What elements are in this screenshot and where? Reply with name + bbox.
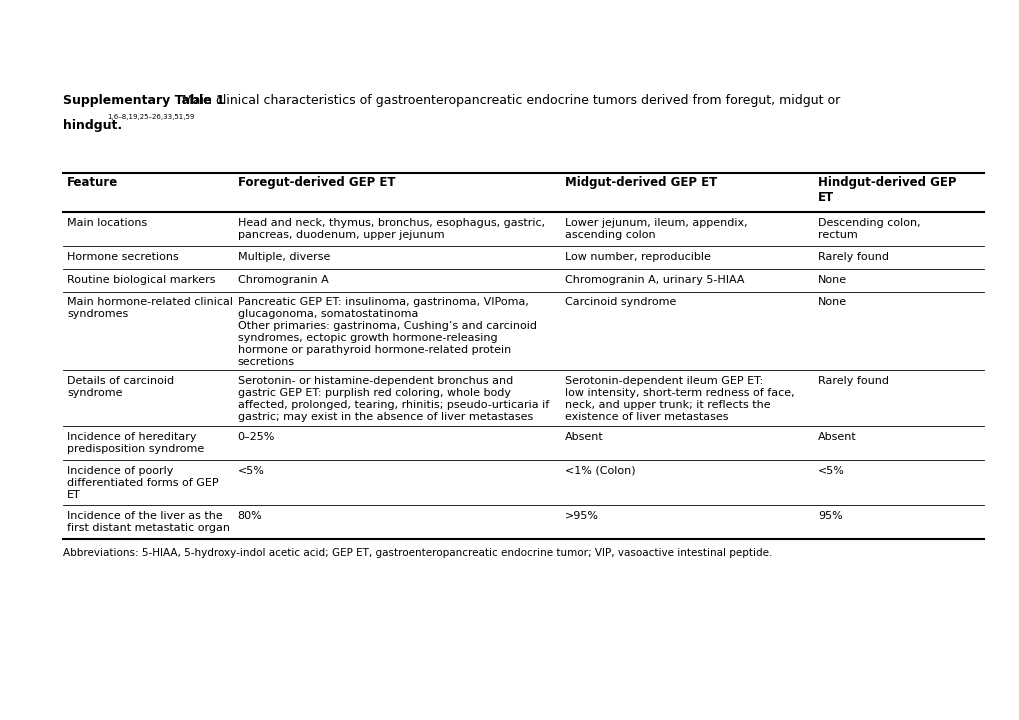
Text: Incidence of poorly
differentiated forms of GEP
ET: Incidence of poorly differentiated forms…	[67, 466, 219, 500]
Text: Chromogranin A, urinary 5-HIAA: Chromogranin A, urinary 5-HIAA	[565, 275, 744, 284]
Text: Serotonin- or histamine-dependent bronchus and
gastric GEP ET: purplish red colo: Serotonin- or histamine-dependent bronch…	[237, 376, 548, 422]
Text: 80%: 80%	[237, 511, 262, 521]
Text: Hormone secretions: Hormone secretions	[67, 252, 179, 262]
Text: Carcinoid syndrome: Carcinoid syndrome	[565, 297, 676, 307]
Text: None: None	[817, 297, 846, 307]
Text: Main clinical characteristics of gastroenteropancreatic endocrine tumors derived: Main clinical characteristics of gastroe…	[177, 94, 840, 107]
Text: Foregut-derived GEP ET: Foregut-derived GEP ET	[237, 176, 394, 189]
Text: None: None	[817, 275, 846, 284]
Text: Serotonin-dependent ileum GEP ET:
low intensity, short-term redness of face,
nec: Serotonin-dependent ileum GEP ET: low in…	[565, 376, 794, 422]
Text: Rarely found: Rarely found	[817, 376, 889, 386]
Text: Low number, reproducible: Low number, reproducible	[565, 252, 710, 262]
Text: Rarely found: Rarely found	[817, 252, 889, 262]
Text: Midgut-derived GEP ET: Midgut-derived GEP ET	[565, 176, 716, 189]
Text: <5%: <5%	[237, 466, 264, 476]
Text: <1% (Colon): <1% (Colon)	[565, 466, 635, 476]
Text: Abbreviations: 5-HIAA, 5-hydroxy-indol acetic acid; GEP ET, gastroenteropancreat: Abbreviations: 5-HIAA, 5-hydroxy-indol a…	[63, 547, 771, 557]
Text: Supplementary Table 1: Supplementary Table 1	[63, 94, 225, 107]
Text: Head and neck, thymus, bronchus, esophagus, gastric,
pancreas, duodenum, upper j: Head and neck, thymus, bronchus, esophag…	[237, 218, 544, 240]
Text: Hindgut-derived GEP
ET: Hindgut-derived GEP ET	[817, 176, 956, 204]
Text: Chromogranin A: Chromogranin A	[237, 275, 328, 284]
Text: Routine biological markers: Routine biological markers	[67, 275, 216, 284]
Text: Multiple, diverse: Multiple, diverse	[237, 252, 330, 262]
Text: 95%: 95%	[817, 511, 842, 521]
Text: Descending colon,
rectum: Descending colon, rectum	[817, 218, 920, 240]
Text: Feature: Feature	[67, 176, 118, 189]
Text: 1,6–8,19,25–26,33,51,59: 1,6–8,19,25–26,33,51,59	[107, 114, 194, 120]
Text: Main hormone-related clinical
syndromes: Main hormone-related clinical syndromes	[67, 297, 233, 320]
Text: Absent: Absent	[565, 432, 603, 442]
Text: Incidence of hereditary
predisposition syndrome: Incidence of hereditary predisposition s…	[67, 432, 205, 454]
Text: 0–25%: 0–25%	[237, 432, 275, 442]
Text: hindgut.: hindgut.	[63, 119, 122, 132]
Text: Details of carcinoid
syndrome: Details of carcinoid syndrome	[67, 376, 174, 398]
Text: Lower jejunum, ileum, appendix,
ascending colon: Lower jejunum, ileum, appendix, ascendin…	[565, 218, 747, 240]
Text: Pancreatic GEP ET: insulinoma, gastrinoma, VIPoma,
glucagonoma, somatostatinoma
: Pancreatic GEP ET: insulinoma, gastrinom…	[237, 297, 536, 367]
Text: >95%: >95%	[565, 511, 598, 521]
Text: <5%: <5%	[817, 466, 844, 476]
Text: Absent: Absent	[817, 432, 856, 442]
Text: Main locations: Main locations	[67, 218, 148, 228]
Text: Incidence of the liver as the
first distant metastatic organ: Incidence of the liver as the first dist…	[67, 511, 230, 533]
